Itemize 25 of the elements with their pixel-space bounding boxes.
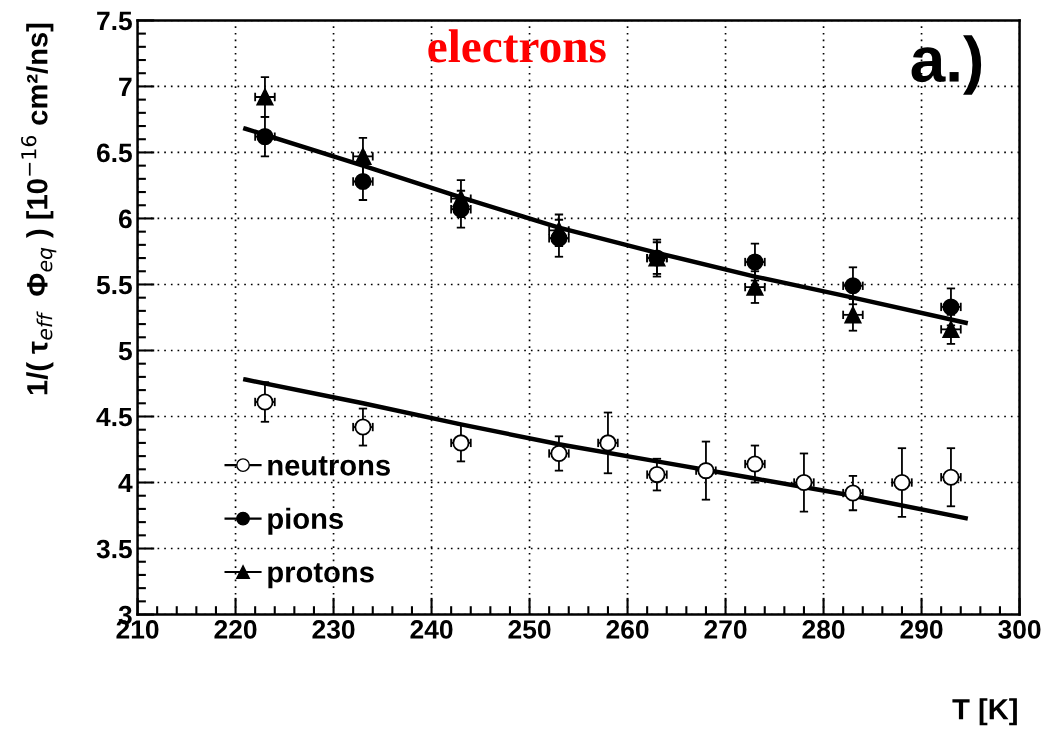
y-tick-label: 4.5 xyxy=(96,407,132,427)
annotation: electrons xyxy=(428,29,606,63)
x-axis-title: T [K] xyxy=(952,698,1017,726)
legend-label: neutrons xyxy=(268,456,390,476)
y-tick-label: 5 xyxy=(118,341,132,361)
legend-label: protons xyxy=(268,563,374,589)
y-tick-label: 3.5 xyxy=(96,539,132,559)
y-tick-label: 6 xyxy=(118,209,132,229)
x-tick-label: 280 xyxy=(802,620,845,639)
x-tick-label: 260 xyxy=(606,620,649,639)
x-tick-label: 220 xyxy=(214,620,257,639)
x-tick-label: 300 xyxy=(998,620,1041,639)
y-tick-label: 7.5 xyxy=(97,11,132,31)
y-tick-label: 7 xyxy=(119,77,132,96)
y-tick-label: 4 xyxy=(118,473,133,493)
x-tick-label: 230 xyxy=(312,620,355,639)
x-tick-label: 270 xyxy=(704,620,747,639)
x-tick-label: 240 xyxy=(410,620,453,639)
legend-label: pions xyxy=(268,507,343,535)
x-tick-label: 250 xyxy=(508,620,551,639)
y-axis-title: 1/( τ$_{eff}$ Φ$_{eq}$ ) [10$^{−16}$ cm²/ns] xyxy=(21,23,57,395)
annotation: a.) xyxy=(911,35,982,95)
y-tick-label: 5.5 xyxy=(96,275,132,295)
y-tick-label: 6.5 xyxy=(96,143,132,163)
x-tick-label: 290 xyxy=(900,620,943,639)
